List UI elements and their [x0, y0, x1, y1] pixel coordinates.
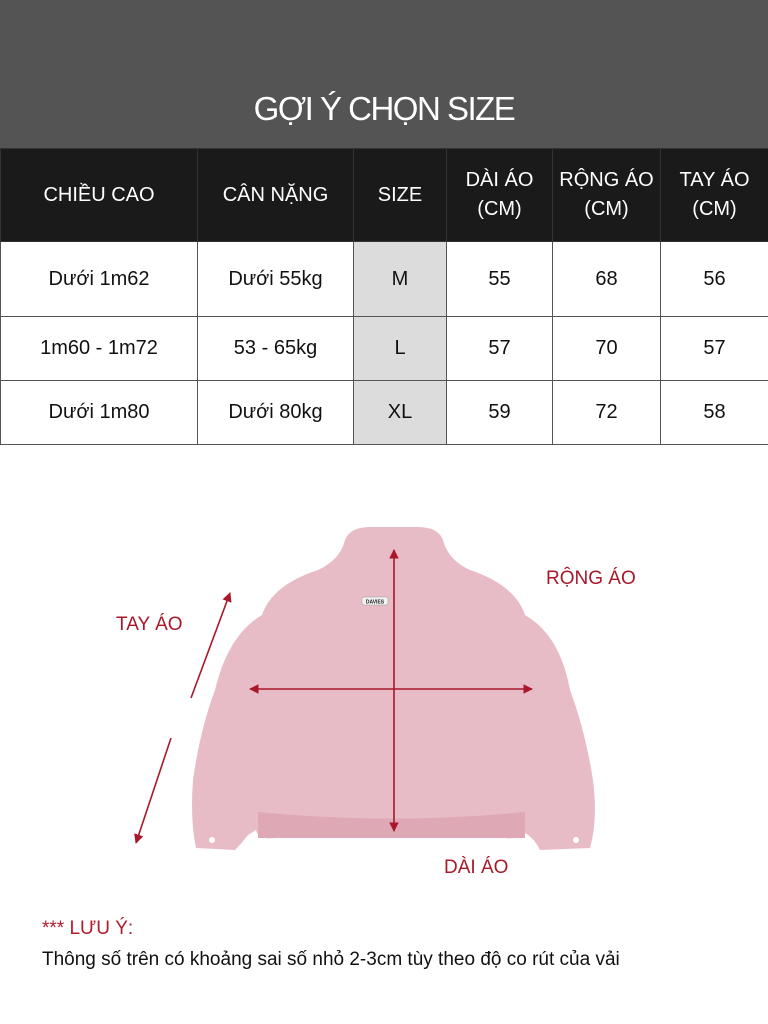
sleeve-arrow-upper — [190, 592, 232, 699]
header-size: SIZE — [353, 148, 447, 242]
header-length-label: DÀI ÁO — [465, 169, 534, 191]
cell-weight: Dưới 80kg — [197, 380, 354, 445]
length-label: DÀI ÁO — [444, 857, 509, 878]
note-text: Thông số trên có khoảng sai số nhỏ 2-3cm… — [42, 949, 620, 970]
header-weight-label: CÂN NẶNG — [222, 183, 329, 206]
table-row: 1m60 - 1m72 53 - 65kg L 57 70 57 — [0, 316, 768, 381]
cell-length: 55 — [446, 241, 553, 317]
cell-sleeve: 56 — [660, 241, 768, 317]
cell-sleeve: 57 — [660, 316, 768, 381]
cell-length: 57 — [446, 316, 553, 381]
sleeve-label: TAY ÁO — [116, 614, 183, 635]
header-length: DÀI ÁO (CM) — [446, 148, 553, 242]
cell-size: XL — [353, 380, 447, 445]
cell-width: 72 — [552, 380, 661, 445]
header-sleeve-unit: (CM) — [692, 198, 737, 220]
cell-height: Dưới 1m62 — [0, 241, 198, 317]
header-weight: CÂN NẶNG — [197, 148, 354, 242]
header-height-label: CHIỀU CAO — [43, 183, 155, 206]
page-title: GỢI Ý CHỌN SIZE — [253, 90, 516, 127]
table-row: Dưới 1m80 Dưới 80kg XL 59 72 58 — [0, 380, 768, 445]
cuff-button — [209, 837, 215, 843]
header-size-label: SIZE — [377, 183, 423, 206]
cell-width: 68 — [552, 241, 661, 317]
cell-size: M — [353, 241, 447, 317]
cell-size: L — [353, 316, 447, 381]
brand-tag-text: DAVIES — [366, 600, 385, 606]
cell-width: 70 — [552, 316, 661, 381]
cuff-button — [573, 837, 579, 843]
cell-height: 1m60 - 1m72 — [0, 316, 198, 381]
header-width-unit: (CM) — [584, 198, 629, 220]
table-header-row: CHIỀU CAO CÂN NẶNG SIZE DÀI ÁO (CM) RỘNG … — [0, 148, 768, 242]
cell-weight: Dưới 55kg — [197, 241, 354, 317]
cell-sleeve: 58 — [660, 380, 768, 445]
note-heading: *** LƯU Ý: — [42, 918, 134, 939]
cell-length: 59 — [446, 380, 553, 445]
brand-tag — [361, 596, 389, 606]
title-banner — [0, 0, 768, 148]
header-width-label: RỘNG ÁO — [559, 169, 654, 191]
size-table: CHIỀU CAO CÂN NẶNG SIZE DÀI ÁO (CM) RỘNG … — [0, 148, 768, 445]
width-label: RỘNG ÁO — [546, 568, 636, 589]
header-width: RỘNG ÁO (CM) — [552, 148, 661, 242]
header-sleeve-label: TAY ÁO — [679, 169, 750, 191]
cell-height: Dưới 1m80 — [0, 380, 198, 445]
cell-weight: 53 - 65kg — [197, 316, 354, 381]
sleeve-arrow-lower — [134, 737, 172, 844]
jacket-diagram: DAVIES — [134, 527, 595, 850]
header-length-unit: (CM) — [477, 198, 522, 220]
table-row: Dưới 1m62 Dưới 55kg M 55 68 56 — [0, 241, 768, 317]
header-sleeve: TAY ÁO (CM) — [660, 148, 768, 242]
header-height: CHIỀU CAO — [0, 148, 198, 242]
